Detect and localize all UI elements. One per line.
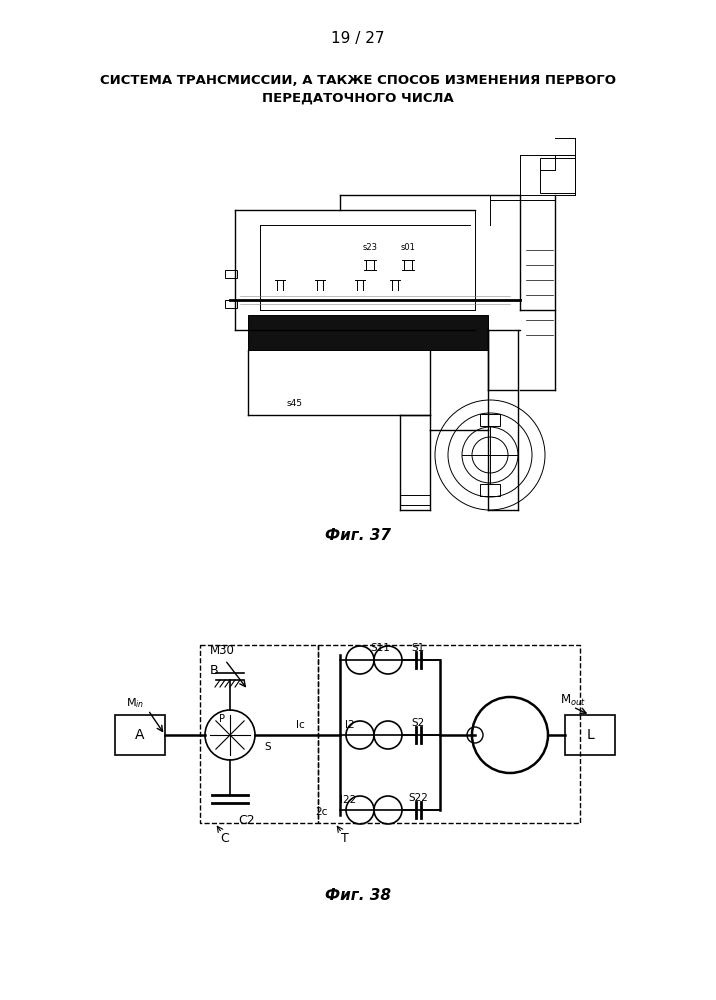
- Text: M30: M30: [210, 644, 235, 656]
- Text: S1: S1: [412, 643, 425, 653]
- Text: ПЕРЕДАТОЧНОГО ЧИСЛА: ПЕРЕДАТОЧНОГО ЧИСЛА: [262, 92, 454, 104]
- Text: M$_{out}$: M$_{out}$: [560, 692, 586, 708]
- Text: B: B: [210, 664, 218, 676]
- Bar: [540, 158, 575, 193]
- Text: S22: S22: [408, 793, 428, 803]
- Bar: [200, 645, 318, 823]
- Bar: [115, 715, 165, 755]
- Text: S2: S2: [412, 718, 425, 728]
- Text: I2: I2: [345, 720, 355, 730]
- Text: Фиг. 37: Фиг. 37: [325, 528, 391, 542]
- Text: s01: s01: [400, 243, 415, 252]
- Text: A: A: [135, 728, 145, 742]
- Text: s23: s23: [362, 243, 377, 252]
- Text: C: C: [221, 832, 229, 844]
- Bar: [480, 414, 500, 426]
- Text: M$_{in}$: M$_{in}$: [126, 696, 144, 710]
- Text: T: T: [341, 832, 349, 844]
- Text: S11: S11: [370, 643, 390, 653]
- Bar: [565, 715, 615, 755]
- Text: Ic: Ic: [296, 720, 304, 730]
- Text: Фиг. 38: Фиг. 38: [325, 888, 391, 902]
- Text: s45: s45: [287, 399, 303, 408]
- Bar: [225, 300, 237, 308]
- Bar: [318, 645, 580, 823]
- Text: P: P: [219, 714, 225, 724]
- Bar: [248, 315, 488, 350]
- Text: 2c: 2c: [316, 807, 328, 817]
- Text: L: L: [586, 728, 594, 742]
- Text: I22: I22: [340, 795, 356, 805]
- Text: СИСТЕМА ТРАНСМИССИИ, А ТАКЖЕ СПОСОБ ИЗМЕНЕНИЯ ПЕРВОГО: СИСТЕМА ТРАНСМИССИИ, А ТАКЖЕ СПОСОБ ИЗМЕ…: [100, 74, 616, 87]
- Text: 19 / 27: 19 / 27: [332, 30, 384, 45]
- Text: C2: C2: [238, 814, 255, 826]
- Bar: [225, 270, 237, 278]
- Bar: [480, 484, 500, 496]
- Text: S: S: [265, 742, 271, 752]
